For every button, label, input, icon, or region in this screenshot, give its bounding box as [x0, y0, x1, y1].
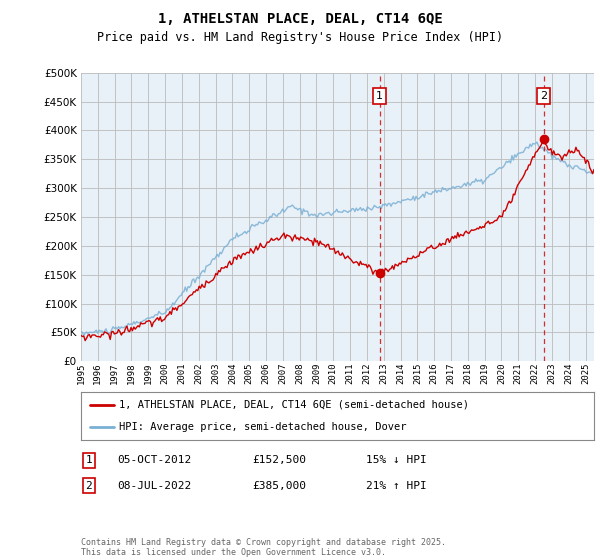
Text: 15% ↓ HPI: 15% ↓ HPI	[366, 455, 427, 465]
Text: 2: 2	[540, 91, 547, 101]
Text: 08-JUL-2022: 08-JUL-2022	[117, 480, 191, 491]
Text: Price paid vs. HM Land Registry's House Price Index (HPI): Price paid vs. HM Land Registry's House …	[97, 31, 503, 44]
Text: £152,500: £152,500	[252, 455, 306, 465]
Text: 21% ↑ HPI: 21% ↑ HPI	[366, 480, 427, 491]
Text: 1: 1	[376, 91, 383, 101]
Text: HPI: Average price, semi-detached house, Dover: HPI: Average price, semi-detached house,…	[119, 422, 407, 432]
Text: Contains HM Land Registry data © Crown copyright and database right 2025.
This d: Contains HM Land Registry data © Crown c…	[81, 538, 446, 557]
Text: 1: 1	[85, 455, 92, 465]
Text: 1, ATHELSTAN PLACE, DEAL, CT14 6QE (semi-detached house): 1, ATHELSTAN PLACE, DEAL, CT14 6QE (semi…	[119, 400, 469, 410]
Text: 1, ATHELSTAN PLACE, DEAL, CT14 6QE: 1, ATHELSTAN PLACE, DEAL, CT14 6QE	[158, 12, 442, 26]
Text: 05-OCT-2012: 05-OCT-2012	[117, 455, 191, 465]
Text: £385,000: £385,000	[252, 480, 306, 491]
Text: 2: 2	[85, 480, 92, 491]
